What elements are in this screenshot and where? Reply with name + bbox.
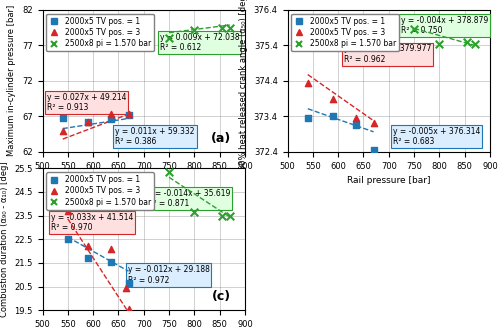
Point xyxy=(329,114,337,119)
Text: (c): (c) xyxy=(212,290,231,303)
Text: y = -0.005x + 376.314
R² = 0.683: y = -0.005x + 376.314 R² = 0.683 xyxy=(393,127,480,146)
Point xyxy=(84,119,92,125)
Legend: 2000x5 TV pos. = 1, 2000x5 TV pos. = 3, 2500x8 pi = 1.570 bar: 2000x5 TV pos. = 1, 2000x5 TV pos. = 3, … xyxy=(46,172,154,210)
Text: y = 0.011x + 59.332
R² = 0.386: y = 0.011x + 59.332 R² = 0.386 xyxy=(116,127,195,146)
Point xyxy=(107,116,115,122)
Point xyxy=(124,280,132,286)
Point xyxy=(218,25,226,30)
X-axis label: Rail pressure [bar]: Rail pressure [bar] xyxy=(347,176,430,185)
Text: y = 0.027x + 49.214
R² = 0.913: y = 0.027x + 49.214 R² = 0.913 xyxy=(46,93,126,112)
Text: y = 0.009x + 72.038
R² = 0.612: y = 0.009x + 72.038 R² = 0.612 xyxy=(160,33,240,52)
Point xyxy=(370,148,378,153)
Point xyxy=(463,39,471,45)
Point xyxy=(124,112,132,117)
Point xyxy=(370,121,378,126)
Point xyxy=(218,213,226,218)
Point xyxy=(471,41,479,46)
Point xyxy=(59,116,67,121)
X-axis label: Rail pressure [bar]: Rail pressure [bar] xyxy=(102,176,186,185)
Point xyxy=(410,27,418,32)
Y-axis label: 50% heat released crank angle (α₅₀) [deg]: 50% heat released crank angle (α₅₀) [deg… xyxy=(239,0,248,170)
Point xyxy=(329,96,337,101)
Point xyxy=(304,80,312,85)
Point xyxy=(165,169,173,175)
Text: y = -0.033x + 41.514
R² = 0.970: y = -0.033x + 41.514 R² = 0.970 xyxy=(50,213,133,232)
Y-axis label: Combustion duration (α₉₀ - α₁₀) [deg]: Combustion duration (α₉₀ - α₁₀) [deg] xyxy=(0,161,8,317)
Point xyxy=(190,27,198,32)
Point xyxy=(64,237,72,242)
Text: y = -0.014x + 35.619
R² = 0.871: y = -0.014x + 35.619 R² = 0.871 xyxy=(148,189,230,208)
Point xyxy=(122,285,130,290)
Y-axis label: Maximum in-cylinder pressure [bar]: Maximum in-cylinder pressure [bar] xyxy=(8,5,16,156)
Text: y = -0.012x + 29.188
R² = 0.972: y = -0.012x + 29.188 R² = 0.972 xyxy=(128,265,210,285)
Point xyxy=(107,112,115,117)
Text: (a): (a) xyxy=(210,132,231,145)
Point xyxy=(84,255,92,261)
Legend: 2000x5 TV pos. = 1, 2000x5 TV pos. = 3, 2500x8 pi = 1.570 bar: 2000x5 TV pos. = 1, 2000x5 TV pos. = 3, … xyxy=(292,14,399,51)
Point xyxy=(64,208,72,214)
Point xyxy=(226,26,234,31)
Point xyxy=(352,122,360,128)
Text: (b): (b) xyxy=(455,132,476,145)
Point xyxy=(436,41,444,46)
Point xyxy=(352,115,360,121)
Point xyxy=(107,259,115,264)
Point xyxy=(124,112,132,117)
Point xyxy=(59,128,67,133)
Point xyxy=(226,213,234,218)
Text: y = -0.004x + 378.879
R² = 0.750: y = -0.004x + 378.879 R² = 0.750 xyxy=(401,16,488,35)
Point xyxy=(124,306,132,312)
Point xyxy=(107,246,115,251)
Legend: 2000x5 TV pos. = 1, 2000x5 TV pos. = 3, 2500x8 pi = 1.570 bar: 2000x5 TV pos. = 1, 2000x5 TV pos. = 3, … xyxy=(46,14,154,51)
Text: y = -0.010x + 379.977
R² = 0.962: y = -0.010x + 379.977 R² = 0.962 xyxy=(344,45,432,64)
Point xyxy=(165,35,173,40)
Point xyxy=(304,115,312,121)
Point xyxy=(84,119,92,125)
Point xyxy=(84,244,92,249)
Point xyxy=(190,210,198,215)
